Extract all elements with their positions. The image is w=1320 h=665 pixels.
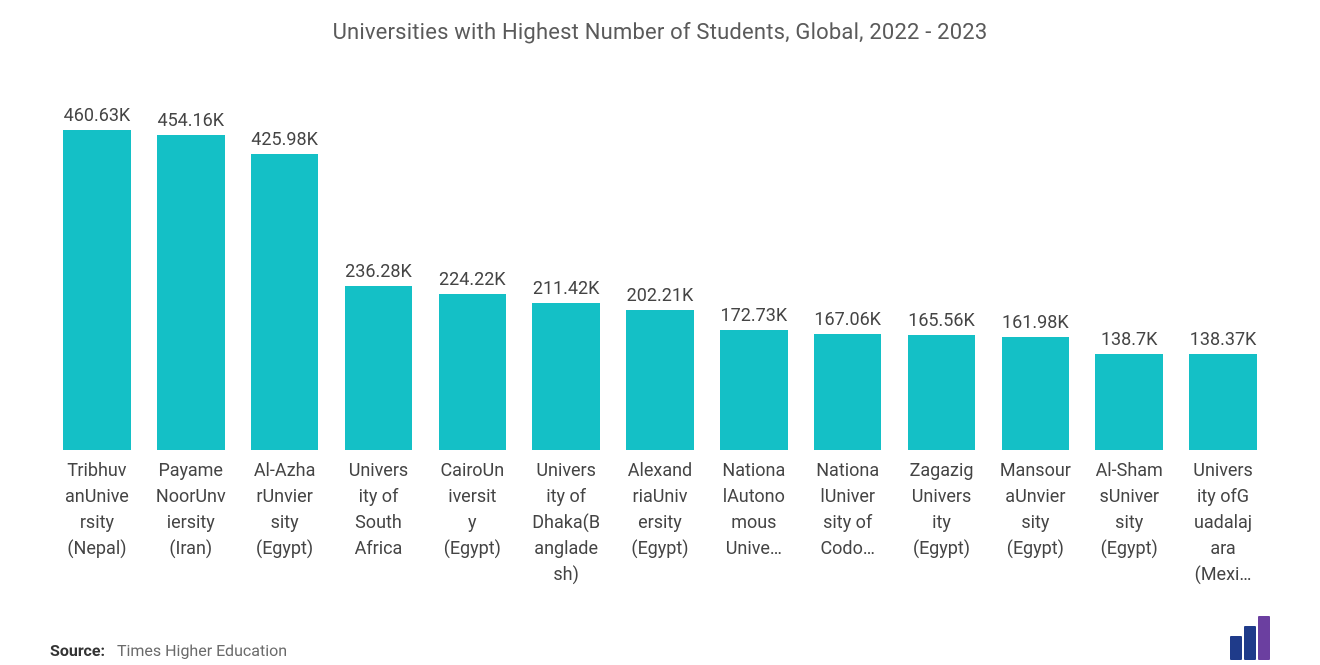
value-label: 167.06K bbox=[814, 309, 881, 330]
logo-bar bbox=[1244, 626, 1256, 660]
source-text: Times Higher Education bbox=[117, 641, 287, 660]
bar-slot: 236.28K University ofSouthAfrica bbox=[332, 105, 426, 598]
bar-slot: 165.56K ZagazigUniversity(Egypt) bbox=[895, 105, 989, 598]
plot-area: 460.63KTribhuvanUniversity(Nepal)454.16K… bbox=[40, 105, 1280, 598]
bar-slot: 167.06K NationalUniversity ofCodo… bbox=[801, 105, 895, 598]
bar-slot: 425.98K Al-AzharUnviersity(Egypt) bbox=[238, 105, 332, 598]
chart-footer: Source: Times Higher Education bbox=[40, 616, 1280, 660]
bar bbox=[345, 286, 413, 450]
category-label: NationalAutonomousUnive… bbox=[720, 458, 787, 598]
bar bbox=[532, 303, 600, 450]
bar-slot: 211.42K University ofDhaka(Bangladesh) bbox=[519, 105, 613, 598]
value-label: 224.22K bbox=[439, 269, 506, 290]
bar bbox=[908, 335, 976, 450]
bar-slot: 202.21K AlexandriaUniversity(Egypt) bbox=[613, 105, 707, 598]
source-label: Source: bbox=[50, 641, 105, 660]
bar bbox=[63, 130, 131, 450]
value-label: 202.21K bbox=[627, 285, 694, 306]
value-label: 165.56K bbox=[908, 310, 975, 331]
category-label: TribhuvanUniversity(Nepal) bbox=[63, 458, 131, 598]
bar-slot: 460.63K TribhuvanUniversity(Nepal) bbox=[50, 105, 144, 598]
bar bbox=[251, 154, 319, 450]
value-label: 138.37K bbox=[1190, 329, 1257, 350]
value-label: 172.73K bbox=[721, 305, 788, 326]
bar bbox=[1095, 354, 1163, 450]
bar-slot: 172.73K NationalAutonomousUnive… bbox=[707, 105, 801, 598]
value-label: 460.63K bbox=[64, 105, 131, 126]
value-label: 425.98K bbox=[251, 129, 318, 150]
category-label: ZagazigUniversity(Egypt) bbox=[908, 458, 976, 598]
category-label: PayameNoorUnviersity(Iran) bbox=[154, 458, 228, 598]
bar bbox=[814, 334, 882, 450]
logo-bar bbox=[1230, 636, 1242, 660]
bar bbox=[1002, 337, 1070, 450]
category-label: Al-ShamsUniversity(Egypt) bbox=[1094, 458, 1165, 598]
bar bbox=[439, 294, 507, 450]
bar bbox=[157, 135, 225, 451]
category-label: AlexandriaUniversity(Egypt) bbox=[626, 458, 694, 598]
category-label: CairoUniversity(Egypt) bbox=[438, 458, 506, 598]
value-label: 211.42K bbox=[533, 278, 600, 299]
bar-slot: 138.7K Al-ShamsUniversity(Egypt) bbox=[1082, 105, 1176, 598]
bar-slot: 161.98K MansouraUnviersity(Egypt) bbox=[988, 105, 1082, 598]
bar-slot: 454.16K PayameNoorUnviersity(Iran) bbox=[144, 105, 238, 598]
category-label: University ofDhaka(Bangladesh) bbox=[530, 458, 602, 598]
bar bbox=[626, 310, 694, 450]
logo-bar bbox=[1258, 616, 1270, 660]
category-label: NationalUniversity ofCodo… bbox=[814, 458, 881, 598]
bar bbox=[1189, 354, 1257, 450]
category-label: Al-AzharUnviersity(Egypt) bbox=[252, 458, 318, 598]
value-label: 454.16K bbox=[157, 110, 224, 131]
brand-logo bbox=[1230, 616, 1270, 660]
category-label: University ofSouthAfrica bbox=[347, 458, 411, 598]
bar-slot: 138.37K University ofGuadalajara(Mexi… bbox=[1176, 105, 1270, 598]
value-label: 138.7K bbox=[1101, 329, 1158, 350]
category-label: University ofGuadalajara(Mexi… bbox=[1191, 458, 1255, 598]
chart-title: Universities with Highest Number of Stud… bbox=[40, 20, 1280, 45]
value-label: 161.98K bbox=[1002, 312, 1069, 333]
source-line: Source: Times Higher Education bbox=[50, 641, 287, 660]
chart-container: Universities with Highest Number of Stud… bbox=[0, 0, 1320, 665]
bar-slot: 224.22K CairoUniversity(Egypt) bbox=[425, 105, 519, 598]
bar bbox=[720, 330, 788, 450]
category-label: MansouraUnviersity(Egypt) bbox=[998, 458, 1073, 598]
value-label: 236.28K bbox=[345, 261, 412, 282]
